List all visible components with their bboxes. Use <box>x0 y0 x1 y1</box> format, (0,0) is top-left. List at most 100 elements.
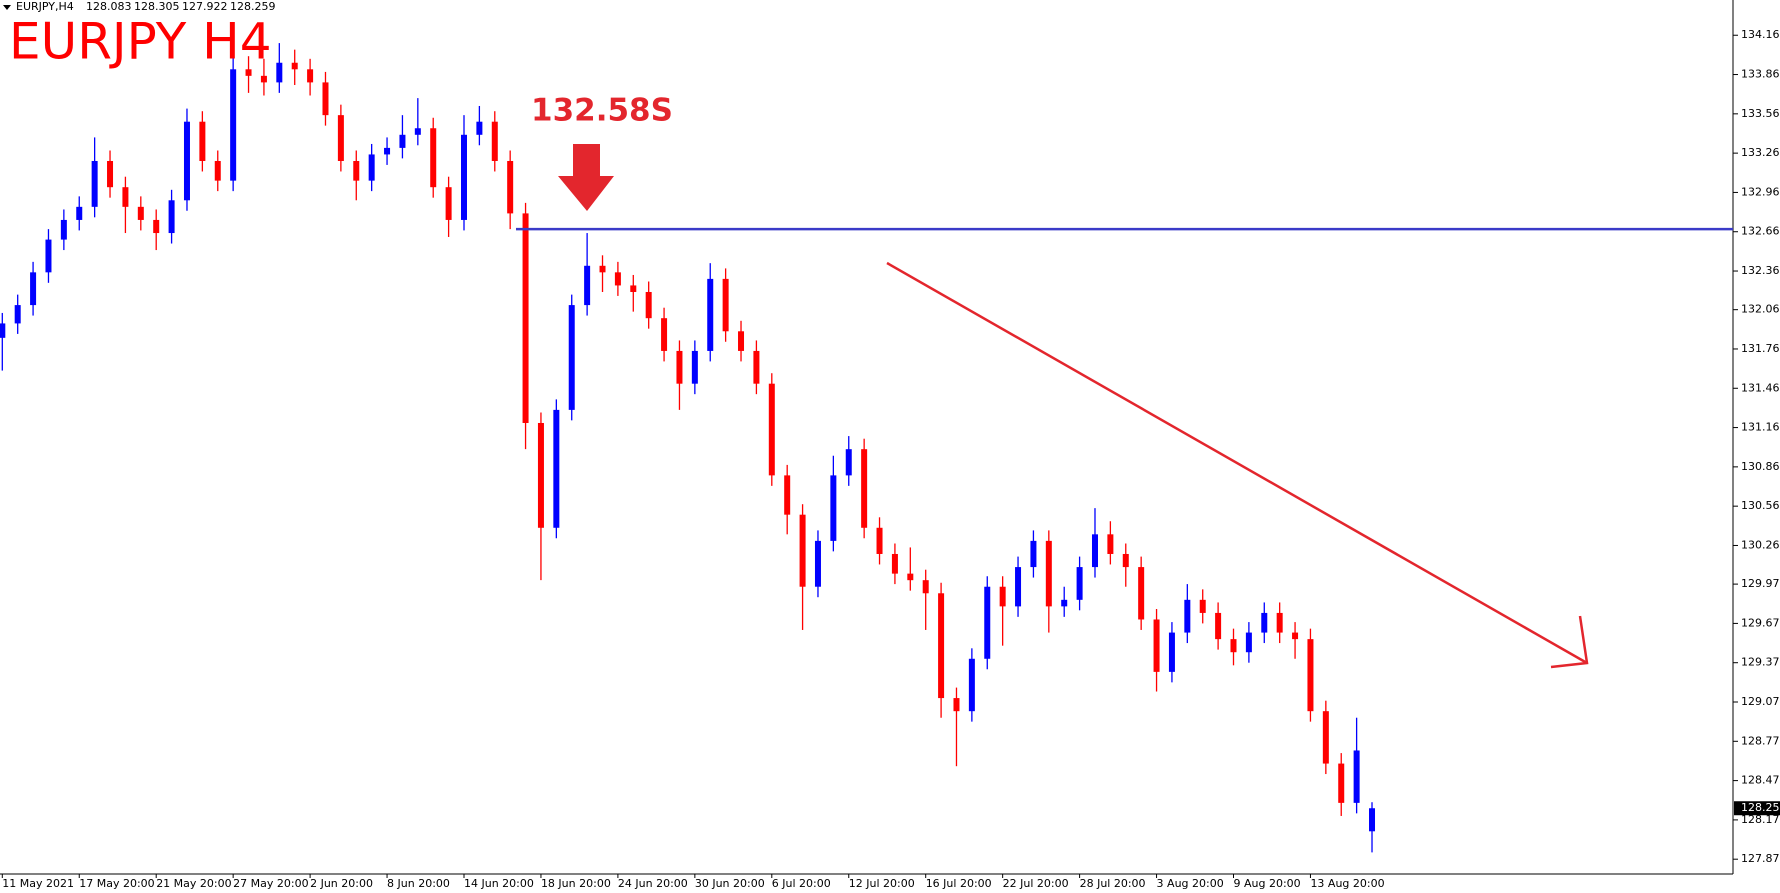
candle-body <box>368 154 375 181</box>
candle-body <box>1061 599 1068 607</box>
price-tag <box>1734 801 1780 816</box>
candle-body <box>1045 540 1052 607</box>
candle-body <box>1138 567 1145 620</box>
ohlc-low: 127.922 <box>182 0 228 13</box>
candle-body <box>1199 599 1206 613</box>
candle-body <box>30 272 37 306</box>
chart-title: EURJPY H4 <box>9 13 272 71</box>
trend-line <box>886 261 1588 665</box>
candle-body <box>599 265 606 273</box>
candle-body <box>999 586 1006 607</box>
candle-body <box>1153 619 1160 672</box>
candle-body <box>876 527 883 554</box>
candle-body <box>445 187 452 220</box>
candle-body <box>953 698 960 712</box>
candle-body <box>1322 711 1329 764</box>
candle-body <box>568 305 575 410</box>
candle-body <box>337 115 344 161</box>
candle-body <box>1122 553 1129 568</box>
x-tick-label: 18 Jun 20:00 <box>541 877 611 890</box>
candle-body <box>260 75 267 83</box>
candle-body <box>183 121 190 201</box>
candle-body <box>968 658 975 712</box>
symbol: EURJPY,H4 <box>16 0 74 13</box>
x-tick-label: 30 Jun 20:00 <box>695 877 765 890</box>
candle-body <box>1030 540 1037 568</box>
x-tick-label: 14 Jun 20:00 <box>464 877 534 890</box>
candle-body <box>1076 567 1083 600</box>
candle-body <box>938 593 945 699</box>
candle-body <box>168 200 175 234</box>
y-tick-label: 130.865 <box>1741 460 1780 473</box>
candle-body <box>861 449 868 528</box>
candle-body <box>1292 632 1299 640</box>
candle-body <box>476 121 483 135</box>
y-tick-label: 129.970 <box>1741 577 1780 590</box>
candle-body <box>984 586 991 659</box>
candle-body <box>784 475 791 515</box>
y-tick-label: 127.870 <box>1741 852 1780 865</box>
candle-body <box>414 128 421 135</box>
x-tick-label: 28 Jul 20:00 <box>1080 877 1146 890</box>
y-tick-label: 128.770 <box>1741 734 1780 747</box>
candle-body <box>845 449 852 476</box>
y-tick-label: 132.065 <box>1741 303 1780 316</box>
candle-body <box>1015 567 1022 607</box>
candle-body <box>676 350 683 384</box>
y-tick-label: 132.660 <box>1741 225 1780 238</box>
y-tick-label: 133.560 <box>1741 107 1780 120</box>
y-tick-label: 131.165 <box>1741 421 1780 434</box>
candle-body <box>691 350 698 384</box>
y-tick-label: 129.070 <box>1741 695 1780 708</box>
candle-body <box>922 580 929 594</box>
candle-body <box>353 160 360 181</box>
candle-body <box>107 160 114 188</box>
plot-area <box>0 43 1376 853</box>
y-tick-label: 132.960 <box>1741 185 1780 198</box>
candle-body <box>537 422 544 528</box>
candle-body <box>1338 763 1345 803</box>
candle-body <box>14 305 21 324</box>
x-tick-label: 3 Aug 20:00 <box>1157 877 1224 890</box>
x-tick-label: 2 Jun 20:00 <box>310 877 373 890</box>
candle-body <box>45 239 52 273</box>
candle-body <box>738 331 745 351</box>
candle-body <box>1091 534 1098 568</box>
candle-body <box>91 160 98 207</box>
candle-body <box>430 128 437 188</box>
candle-body <box>830 475 837 541</box>
ohlc-high: 128.305 <box>134 0 180 13</box>
x-tick-label: 9 Aug 20:00 <box>1234 877 1301 890</box>
candle-body <box>245 69 252 76</box>
y-tick-label: 134.160 <box>1741 28 1780 41</box>
menu-icon[interactable] <box>3 5 11 10</box>
y-tick-label: 131.765 <box>1741 342 1780 355</box>
candle-body <box>137 206 144 220</box>
candle-body <box>1307 639 1314 712</box>
x-tick-label: 22 Jul 20:00 <box>1003 877 1069 890</box>
candle-body <box>661 318 668 351</box>
y-tick-label: 131.465 <box>1741 381 1780 394</box>
candle-body <box>584 265 591 306</box>
x-tick-label: 27 May 20:00 <box>233 877 308 890</box>
candle-body <box>507 160 514 214</box>
x-tick-label: 17 May 20:00 <box>79 877 154 890</box>
candle-body <box>1261 612 1268 633</box>
candle-body <box>522 213 529 423</box>
candle-body <box>399 134 406 148</box>
candle-body <box>276 62 283 83</box>
candle-body <box>645 291 652 319</box>
candle-body <box>122 187 129 207</box>
candle-body <box>307 69 314 83</box>
candle-body <box>891 553 898 574</box>
current-price: 128.259 <box>1741 801 1780 814</box>
annotation: 132.58S <box>531 93 673 129</box>
trend-arrowhead <box>1550 615 1589 669</box>
candle-body <box>491 121 498 161</box>
candle-body <box>814 540 821 587</box>
candle-body <box>614 272 621 286</box>
candle-body <box>60 219 67 240</box>
y-tick-label: 133.260 <box>1741 146 1780 159</box>
